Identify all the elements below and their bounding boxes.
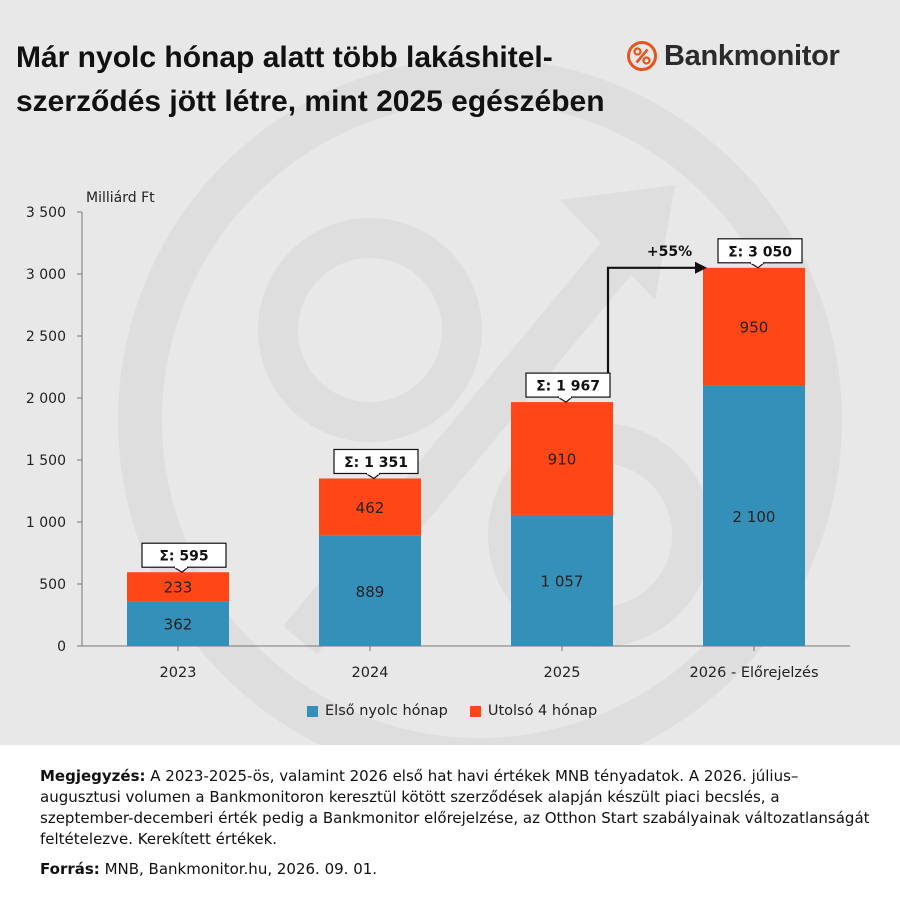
bar-value-label: 362 [164, 616, 193, 634]
total-value-label: Σ: 3 050 [728, 244, 792, 260]
growth-percent-label: +55% [647, 244, 692, 260]
total-callout-box [717, 238, 803, 264]
y-tick-label: 1 500 [26, 453, 66, 469]
legend-label: Első nyolc hónap [325, 703, 448, 719]
total-value-label: Σ: 1 351 [344, 455, 408, 471]
x-axis: 2023 2024 2025 2026 - Előrejelzés [160, 646, 819, 681]
total-callout-pointer [365, 472, 381, 480]
legend-label: Utolsó 4 hónap [487, 703, 598, 719]
bars: 362 233 889 462 1 057 910 2 100 950 [127, 267, 805, 646]
growth-arrow-line [606, 266, 699, 374]
y-tick-label: 0 [57, 639, 66, 655]
x-tick-label: 2025 [544, 665, 581, 681]
chart-card: Már nyolc hónap alatt több lakáshitel-sz… [0, 0, 900, 745]
y-tick-label: 3 500 [26, 205, 66, 221]
bar-segment [703, 385, 805, 646]
total-callout-box [141, 542, 227, 568]
legend-swatch [469, 705, 481, 717]
stacked-bar-chart: Milliárd Ft 0 500 1 000 1 500 2 000 2 500 3 00… [26, 190, 850, 681]
total-callout-pointer [173, 566, 189, 573]
total-callouts: Σ: 595 Σ: 1 351 Σ: 1 967 Σ: 3 050 [141, 238, 803, 573]
bar-segment [127, 572, 229, 602]
growth-arrow-head [695, 261, 707, 274]
total-value-label: Σ: 595 [159, 549, 208, 565]
y-tick-label: 3 000 [26, 267, 66, 283]
note-paragraph: Megjegyzés: A 2023-2025-ös, valamint 202… [40, 766, 870, 850]
bar-value-label: 889 [356, 583, 385, 601]
bar-segment [511, 514, 613, 646]
bar-value-label: 233 [164, 579, 193, 597]
bar-value-label: 462 [356, 499, 385, 517]
percent-circle-icon [627, 41, 657, 71]
y-tick-label: 2 500 [26, 329, 66, 345]
footnotes: Megjegyzés: A 2023-2025-ös, valamint 202… [40, 766, 870, 880]
bar-value-label: 2 100 [733, 508, 776, 526]
page-title: Már nyolc hónap alatt több lakáshitel-sz… [16, 41, 605, 118]
source-text: MNB, Bankmonitor.hu, 2026. 09. 01. [99, 860, 378, 878]
total-callout-box [333, 448, 419, 475]
growth-annotation: +55% [606, 244, 707, 374]
total-value-label: Σ: 1 967 [536, 379, 600, 395]
bar-value-label: 910 [548, 451, 577, 469]
bar-value-label: 950 [740, 319, 769, 337]
y-tick-label: 2 000 [26, 391, 66, 407]
source-label: Forrás: [40, 860, 100, 878]
bar-segment [511, 402, 613, 515]
total-callout-pointer [557, 396, 573, 403]
legend-item-first-eight-months: Első nyolc hónap [307, 703, 448, 719]
bar-segment [319, 478, 421, 536]
y-axis-label: Milliárd Ft [86, 190, 155, 206]
x-tick-label: 2024 [352, 665, 389, 681]
legend-item-last-four-months: Utolsó 4 hónap [469, 703, 598, 719]
brand-logo: Bankmonitor [626, 40, 840, 72]
bar-segment [703, 267, 805, 386]
legend: Első nyolc hónap Utolsó 4 hónap [307, 703, 619, 719]
y-tick-label: 1 000 [26, 515, 66, 531]
x-tick-label: 2026 - Előrejelzés [689, 665, 818, 681]
note-text: A 2023-2025-ös, valamint 2026 első hat h… [40, 767, 870, 848]
source-paragraph: Forrás: MNB, Bankmonitor.hu, 2026. 09. 0… [40, 859, 870, 880]
legend-swatch [307, 705, 318, 717]
note-label: Megjegyzés: [40, 767, 146, 785]
bar-value-label: 1 057 [541, 572, 584, 590]
bar-segment [319, 535, 421, 646]
total-callout-pointer [749, 262, 765, 269]
x-tick-label: 2023 [160, 665, 197, 681]
y-tick-label: 500 [39, 577, 66, 593]
bar-segment [127, 601, 229, 646]
brand-name: Bankmonitor [664, 39, 840, 72]
